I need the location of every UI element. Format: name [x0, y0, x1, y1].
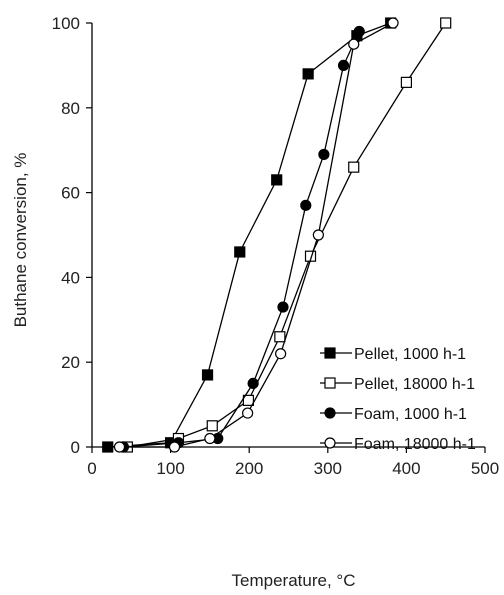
- legend: Pellet, 1000 h-1 Pellet, 18000 h-1 Foam, 1…: [320, 346, 476, 453]
- y-tick-label: 60: [61, 184, 80, 203]
- data-point: [312, 229, 324, 241]
- data-point: [113, 441, 126, 453]
- data-point: [201, 369, 214, 381]
- data-point: [271, 174, 283, 186]
- data-point: [440, 17, 452, 29]
- y-tick-label: 40: [61, 268, 80, 287]
- legend-item: Pellet, 18000 h-1: [320, 376, 475, 393]
- data-point: [242, 407, 254, 419]
- x-tick-label: 500: [471, 459, 499, 478]
- y-axis-title: Buthane conversion, %: [11, 153, 30, 328]
- series-4: [113, 17, 399, 453]
- x-tick-label: 300: [314, 459, 342, 478]
- data-point: [400, 76, 412, 88]
- legend-label: Foam, 1000 h-1: [354, 406, 467, 423]
- series-3: [117, 25, 365, 453]
- data-point: [348, 38, 360, 50]
- x-tick-label: 200: [235, 459, 263, 478]
- x-tick-label: 400: [392, 459, 420, 478]
- series-line: [123, 31, 360, 448]
- y-tick-label: 100: [52, 14, 80, 33]
- data-point: [247, 377, 259, 389]
- data-point: [277, 301, 289, 313]
- y-axis-ticks: 0 20 40 60 80 100: [52, 14, 92, 457]
- data-point: [348, 161, 360, 173]
- data-point: [204, 432, 216, 445]
- y-tick-label: 20: [61, 353, 80, 372]
- legend-label: Pellet, 18000 h-1: [354, 376, 475, 393]
- data-point: [337, 59, 350, 72]
- data-point: [274, 331, 286, 343]
- data-point: [275, 348, 287, 360]
- data-point: [168, 441, 181, 453]
- x-axis-title: Temperature, °C: [232, 571, 356, 590]
- data-point: [318, 148, 330, 161]
- data-point: [387, 17, 399, 29]
- legend-marker: [324, 437, 336, 449]
- data-point: [300, 199, 312, 211]
- legend-marker: [324, 347, 336, 359]
- legend-label: Foam, 18000 h-1: [354, 436, 476, 453]
- x-axis-ticks: 0 100 200 300 400 500: [87, 447, 499, 478]
- data-point: [206, 420, 218, 432]
- series-line: [119, 22, 394, 448]
- y-tick-label: 0: [71, 438, 80, 457]
- legend-marker: [324, 377, 336, 389]
- data-point: [302, 68, 314, 80]
- data-point: [234, 246, 246, 258]
- x-tick-label: 0: [87, 459, 96, 478]
- legend-item: Pellet, 1000 h-1: [320, 346, 466, 363]
- legend-item: Foam, 18000 h-1: [320, 436, 476, 453]
- series-layer: [102, 17, 452, 453]
- x-tick-label: 100: [156, 459, 184, 478]
- data-point: [353, 25, 365, 38]
- legend-label: Pellet, 1000 h-1: [354, 346, 466, 363]
- legend-marker: [324, 407, 336, 419]
- data-point: [242, 394, 255, 406]
- legend-item: Foam, 1000 h-1: [320, 406, 467, 423]
- data-point: [102, 441, 114, 453]
- y-tick-label: 80: [61, 99, 80, 118]
